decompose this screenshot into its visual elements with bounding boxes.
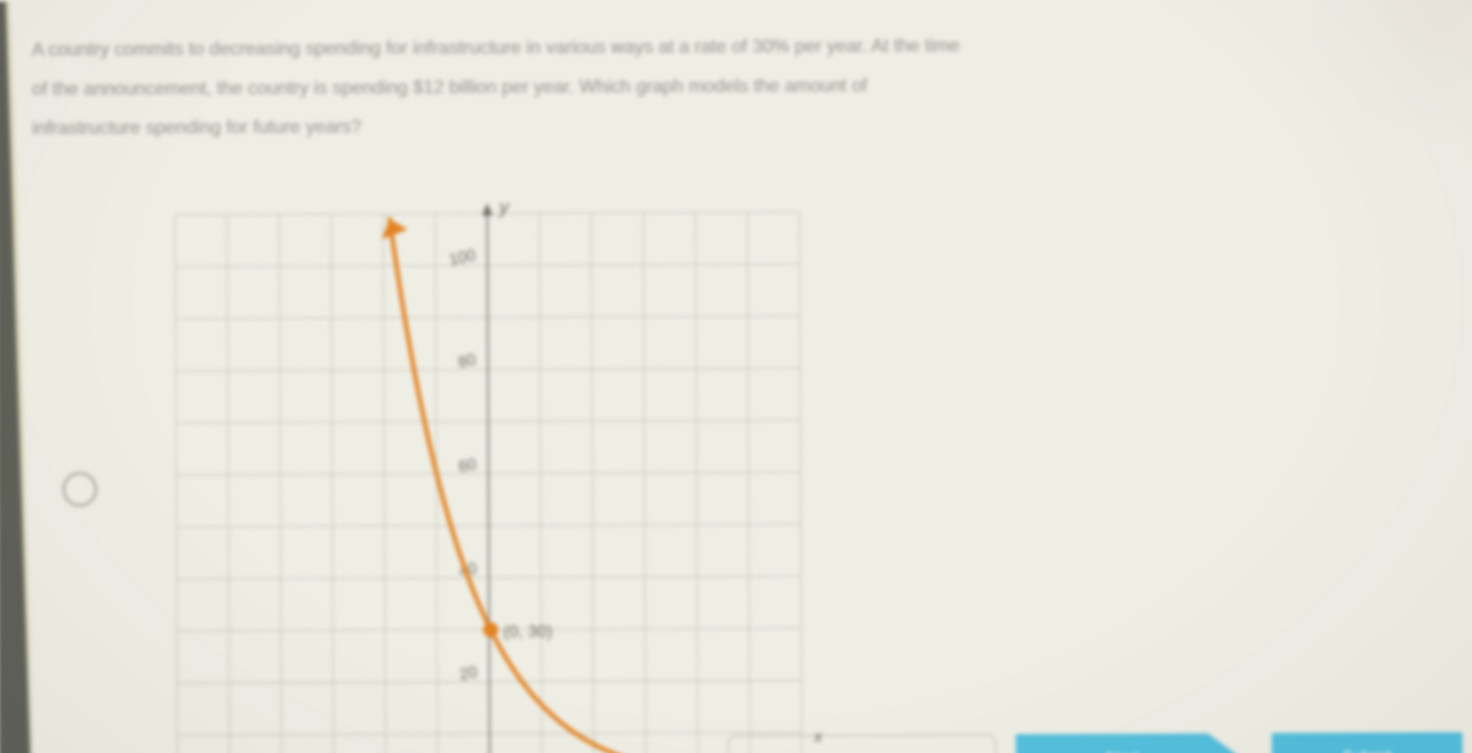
- svg-text:80: 80: [456, 350, 477, 371]
- svg-text:x: x: [813, 727, 824, 746]
- svg-text:(0, 30): (0, 30): [503, 622, 552, 641]
- svg-text:y: y: [497, 197, 510, 218]
- svg-text:60: 60: [457, 455, 478, 476]
- svg-text:20: 20: [458, 663, 479, 684]
